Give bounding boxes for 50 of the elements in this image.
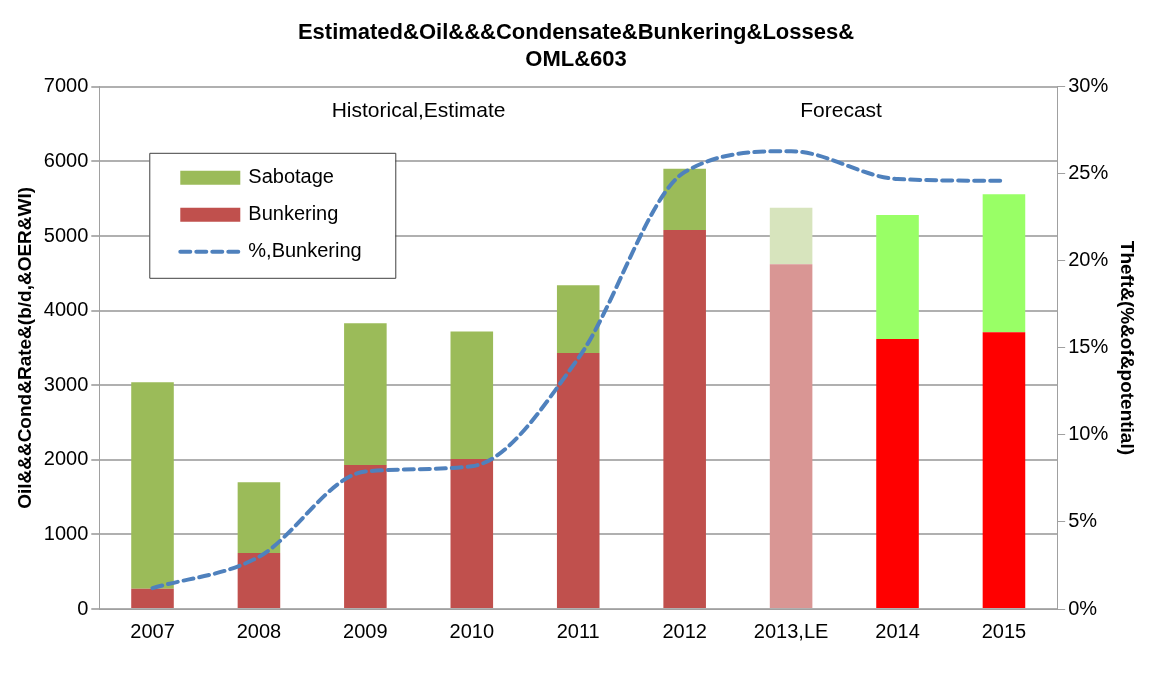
y2-axis-title: Theft&(%&of&potential) (1117, 240, 1139, 456)
y-tick-label: 7000 (43, 74, 89, 97)
x-tick-label: 2012 (662, 619, 707, 642)
y-tick-label: 5000 (43, 223, 89, 246)
bar (344, 323, 387, 466)
bar (237, 553, 281, 608)
bar (769, 264, 813, 608)
bar (131, 588, 174, 608)
x-tick-label: 2011 (556, 619, 600, 642)
y2-tick-label: 0% (1068, 596, 1098, 619)
y2-tick-label: 15% (1068, 335, 1109, 358)
legend-label: Sabotage (248, 165, 334, 188)
y-tick-label: 0 (77, 596, 89, 619)
y2-tick-label: 5% (1068, 509, 1098, 532)
y-axis-title: Oil&&&Cond&Rate&(b/d,&OER&WI) (13, 186, 35, 509)
y2-tick-label: 30% (1068, 74, 1109, 97)
annotation: Forecast (800, 97, 883, 121)
annotation: Historical,Estimate (331, 97, 506, 121)
bar (450, 459, 494, 608)
bar (450, 331, 494, 460)
bar (663, 230, 706, 608)
x-tick-label: 2015 (981, 619, 1027, 642)
y-tick-label: 3000 (43, 372, 89, 395)
y-tick-label: 6000 (43, 148, 89, 171)
bar (344, 465, 387, 608)
bar (982, 332, 1026, 608)
bar (556, 353, 600, 608)
bar (237, 482, 281, 554)
bar (876, 215, 919, 339)
y2-tick-label: 10% (1068, 422, 1109, 445)
x-tick-label: 2014 (875, 619, 920, 642)
x-tick-label: 2010 (449, 619, 495, 642)
x-tick-label: 2007 (130, 619, 175, 642)
chart-title: Estimated&Oil&&&Condensate&Bunkering&Losses& OML&603 (297, 19, 855, 71)
y2-tick-label: 20% (1068, 248, 1109, 271)
y-tick-label: 1000 (43, 521, 89, 544)
bar (876, 338, 919, 608)
y-tick-label: 2000 (43, 447, 89, 470)
y-tick-label: 4000 (43, 298, 89, 321)
bar (663, 168, 706, 231)
bar (769, 207, 813, 265)
x-tick-label: 2013,LE (753, 619, 829, 642)
bar (131, 382, 174, 589)
x-tick-label: 2008 (236, 619, 282, 642)
bar (982, 194, 1026, 333)
legend-label: %,Bunkering (248, 239, 362, 262)
legend-label: Bunkering (248, 202, 339, 225)
y2-tick-label: 25% (1068, 161, 1109, 184)
x-tick-label: 2009 (343, 619, 388, 642)
bar (556, 285, 600, 354)
